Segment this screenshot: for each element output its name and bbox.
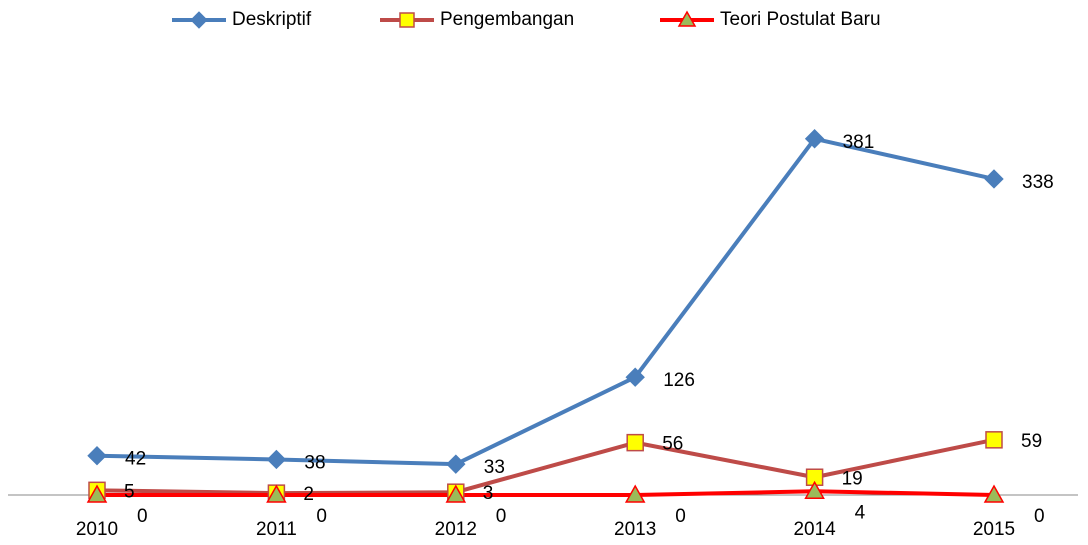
data-point: [266, 449, 287, 470]
data-label: 59: [1021, 431, 1042, 452]
x-tick-label: 2013: [614, 519, 656, 540]
x-tick-label: 2015: [973, 519, 1015, 540]
data-label: 0: [316, 506, 327, 527]
legend-marker: [399, 12, 415, 28]
data-label: 4: [855, 502, 866, 523]
data-label: 5: [124, 481, 135, 502]
data-label: 0: [1034, 506, 1045, 527]
data-label: 38: [304, 452, 325, 473]
data-label: 0: [675, 506, 686, 527]
data-point: [445, 484, 467, 503]
data-label: 0: [137, 506, 148, 527]
data-point: [984, 169, 1004, 189]
legend-marker: [190, 11, 208, 29]
x-tick-label: 2014: [793, 519, 836, 540]
data-point: [985, 431, 1003, 449]
x-tick-label: 2010: [76, 519, 118, 540]
legend-marker: [677, 10, 697, 27]
data-label: 56: [662, 434, 683, 455]
data-label: 19: [842, 468, 863, 489]
data-point: [625, 367, 645, 387]
data-label: 3: [483, 483, 494, 504]
data-label: 2: [303, 484, 314, 505]
data-point: [804, 480, 825, 500]
data-point: [983, 484, 1005, 503]
data-point: [446, 454, 466, 474]
data-point: [626, 433, 644, 452]
data-label: 126: [663, 370, 695, 391]
x-tick-label: 2012: [435, 519, 477, 540]
series-line: [97, 489, 995, 497]
series-line: [96, 136, 995, 467]
data-point: [804, 129, 825, 149]
legend-label: Teori Postulat Baru: [720, 9, 881, 30]
series-line: [96, 437, 995, 496]
data-label: 381: [843, 132, 875, 153]
data-label: 42: [125, 449, 146, 470]
data-point: [266, 484, 287, 503]
data-label: 33: [484, 457, 505, 478]
legend-label: Deskriptif: [232, 9, 312, 30]
x-tick-label: 2011: [256, 519, 297, 540]
data-label: 338: [1022, 172, 1054, 193]
legend-label: Pengembangan: [440, 9, 574, 30]
data-point: [624, 484, 646, 503]
data-point: [87, 446, 107, 466]
data-label: 0: [496, 506, 507, 527]
data-point: [86, 484, 108, 503]
